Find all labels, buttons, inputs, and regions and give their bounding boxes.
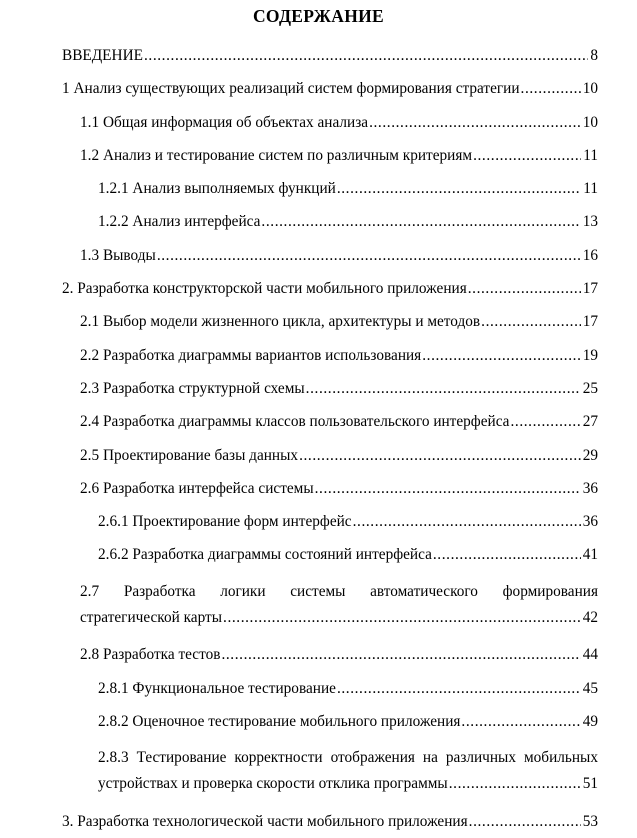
toc-entry-page: 41 xyxy=(582,546,598,564)
toc-entry[interactable]: 2.4 Разработка диаграммы классов пользов… xyxy=(62,405,598,438)
leader-dots xyxy=(223,605,581,631)
toc-entry-title: 2.8 Разработка тестов xyxy=(80,646,221,664)
toc-entry-title: 1.2.2 Анализ интерфейса xyxy=(98,213,261,231)
toc-entry-page: 8 xyxy=(590,47,598,64)
toc-entry-page: 53 xyxy=(582,812,598,830)
table-of-contents: ВВЕДЕНИЕ 8 1 Анализ существующих реализаци… xyxy=(62,39,598,838)
toc-entry-title: 1.3 Выводы xyxy=(80,246,156,264)
toc-entry-title-line: 2.7 Разработка логики системы автоматиче… xyxy=(80,582,598,600)
leader-dots xyxy=(521,72,581,105)
toc-entry[interactable]: 2.7 Разработка логики системы автоматиче… xyxy=(62,572,598,639)
leader-dots xyxy=(433,538,581,571)
toc-entry[interactable]: 2.2 Разработка диаграммы вариантов испол… xyxy=(62,339,598,372)
toc-entry-title: 2.6.1 Проектирование форм интерфейс xyxy=(98,513,352,531)
toc-entry-title: 2.1 Выбор модели жизненного цикла, архит… xyxy=(80,313,481,331)
toc-entry[interactable]: 2.6.1 Проектирование форм интерфейс 36 xyxy=(62,505,598,538)
leader-dots xyxy=(315,472,581,505)
leader-dots xyxy=(481,305,581,338)
toc-entry[interactable]: 1.1 Общая информация об объектах анализа… xyxy=(62,106,598,139)
toc-entry-title: 2.5 Проектирование базы данных xyxy=(80,446,299,464)
toc-entry[interactable]: 2.8.1 Функциональное тестирование 45 xyxy=(62,672,598,705)
toc-entry-title: 1.2 Анализ и тестирование систем по разл… xyxy=(80,146,473,164)
leader-dots xyxy=(157,239,581,272)
toc-entry-page: 10 xyxy=(582,80,598,98)
toc-entry-page: 36 xyxy=(582,513,598,531)
toc-entry[interactable]: 3. Разработка технологической части моби… xyxy=(62,805,598,838)
toc-entry-last-line: устройствах и проверка скорости отклика … xyxy=(62,771,598,797)
toc-entry[interactable]: 1.3 Выводы 16 xyxy=(62,239,598,272)
toc-entry-title: 3. Разработка технологической части моби… xyxy=(62,812,468,830)
toc-entry[interactable]: 2.6.2 Разработка диаграммы состояний инт… xyxy=(62,538,598,571)
toc-entry-page: 19 xyxy=(582,346,598,364)
toc-entry[interactable]: ВВЕДЕНИЕ 8 xyxy=(62,39,598,72)
toc-entry[interactable]: 1.2.1 Анализ выполняемых функций 11 xyxy=(62,172,598,205)
leader-dots xyxy=(299,439,581,472)
toc-entry-page: 27 xyxy=(582,413,598,431)
toc-entry[interactable]: 2.5 Проектирование базы данных 29 xyxy=(62,439,598,472)
toc-entry-page: 17 xyxy=(582,280,598,298)
toc-entry-title: 2. Разработка конструкторской части моби… xyxy=(62,280,467,298)
page-title: СОДЕРЖАНИЕ xyxy=(252,6,384,26)
toc-entry-title: 2.6 Разработка интерфейса системы xyxy=(80,479,314,497)
toc-entry[interactable]: 2.6 Разработка интерфейса системы 36 xyxy=(62,472,598,505)
toc-entry-title: стратегической карты xyxy=(80,608,223,626)
toc-entry-page: 17 xyxy=(582,313,598,331)
toc-entry-title: ВВЕДЕНИЕ xyxy=(62,47,143,64)
leader-dots xyxy=(306,372,581,405)
toc-entry-last-line: стратегической карты 42 xyxy=(62,605,598,631)
toc-entry-page: 29 xyxy=(582,446,598,464)
toc-entry[interactable]: 2.8 Разработка тестов 44 xyxy=(62,638,598,671)
leader-dots xyxy=(473,139,581,172)
toc-entry-page: 11 xyxy=(583,180,598,198)
toc-entry-title: 2.8.2 Оценочное тестирование мобильного … xyxy=(98,712,461,730)
leader-dots xyxy=(337,172,581,205)
toc-entry[interactable]: 1.2 Анализ и тестирование систем по разл… xyxy=(62,139,598,172)
leader-dots xyxy=(468,272,581,305)
toc-entry-title: 2.8.1 Функциональное тестирование xyxy=(98,679,336,697)
toc-entry-title: 1.2.1 Анализ выполняемых функций xyxy=(98,180,336,198)
leader-dots xyxy=(369,106,581,139)
leader-dots xyxy=(469,805,581,838)
toc-entry[interactable]: 2. Разработка конструкторской части моби… xyxy=(62,272,598,305)
toc-entry-title: 2.3 Разработка структурной схемы xyxy=(80,379,305,397)
leader-dots xyxy=(337,672,581,705)
leader-dots xyxy=(144,39,588,72)
leader-dots xyxy=(461,705,580,738)
toc-entry-page: 49 xyxy=(582,712,598,730)
toc-entry[interactable]: 2.8.2 Оценочное тестирование мобильного … xyxy=(62,705,598,738)
toc-entry-page: 44 xyxy=(582,646,598,664)
toc-entry-title: 2.6.2 Разработка диаграммы состояний инт… xyxy=(98,546,432,564)
toc-entry-page: 45 xyxy=(582,679,598,697)
toc-entry-page: 25 xyxy=(582,379,598,397)
toc-entry-title-line: 2.8.3 Тестирование корректности отображе… xyxy=(98,749,598,767)
toc-entry-page: 51 xyxy=(582,775,598,793)
toc-entry-page: 10 xyxy=(582,113,598,131)
toc-entry-page: 16 xyxy=(582,246,598,264)
toc-entry[interactable]: 1 Анализ существующих реализаций систем … xyxy=(62,72,598,105)
toc-entry[interactable]: 2.3 Разработка структурной схемы 25 xyxy=(62,372,598,405)
leader-dots xyxy=(510,405,580,438)
toc-entry-page: 11 xyxy=(583,146,598,164)
toc-entry-page: 36 xyxy=(582,479,598,497)
toc-entry[interactable]: 2.8.3 Тестирование корректности отображе… xyxy=(62,738,598,805)
toc-entry[interactable]: 2.1 Выбор модели жизненного цикла, архит… xyxy=(62,305,598,338)
toc-entry-title: 1.1 Общая информация об объектах анализа xyxy=(80,113,369,131)
toc-entry-title: 1 Анализ существующих реализаций систем … xyxy=(62,80,520,98)
toc-entry-page: 13 xyxy=(582,213,598,231)
toc-entry[interactable]: 1.2.2 Анализ интерфейса 13 xyxy=(62,205,598,238)
leader-dots xyxy=(353,505,581,538)
toc-entry-title: 2.4 Разработка диаграммы классов пользов… xyxy=(80,413,510,431)
toc-entry-title: 2.2 Разработка диаграммы вариантов испол… xyxy=(80,346,422,364)
leader-dots xyxy=(422,339,580,372)
leader-dots xyxy=(221,638,580,671)
leader-dots xyxy=(449,771,581,797)
toc-entry-title: устройствах и проверка скорости отклика … xyxy=(98,775,448,793)
toc-entry-page: 42 xyxy=(582,608,598,626)
leader-dots xyxy=(261,205,580,238)
